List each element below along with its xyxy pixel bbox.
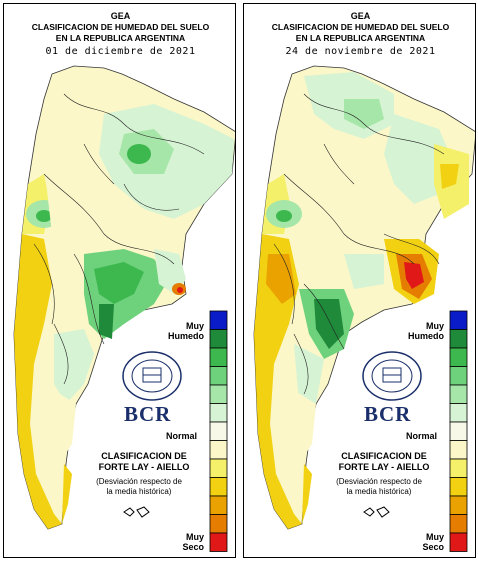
legend-color-box — [209, 384, 228, 404]
bcr-logo-text: BCR — [364, 402, 412, 426]
map-date: 01 de diciembre de 2021 — [45, 46, 196, 57]
legend-color-box — [209, 403, 228, 423]
legend-color-box — [449, 440, 468, 460]
legend-bottom-label: Muy Seco — [182, 532, 204, 552]
legend-color-box — [209, 440, 228, 460]
malvinas-islands-icon — [123, 506, 150, 518]
map-panel-november: GEA CLASIFICACION DE HUMEDAD DEL SUELO E… — [243, 3, 476, 558]
legend-color-box — [209, 366, 228, 386]
legend-color-box — [449, 421, 468, 441]
color-scale-legend — [449, 310, 468, 552]
legend-color-box — [449, 384, 468, 404]
legend-color-box — [449, 532, 468, 552]
legend-color-box — [449, 458, 468, 478]
legend-color-box — [209, 532, 228, 552]
title-line-2: EN LA REPUBLICA ARGENTINA — [55, 33, 186, 43]
title-line-2: EN LA REPUBLICA ARGENTINA — [295, 33, 426, 43]
bcr-seal-icon — [362, 351, 422, 401]
classification-title: CLASIFICACION DE FORTE LAY - AIELLO — [338, 451, 430, 472]
legend-color-box — [209, 514, 228, 534]
legend-normal-label: Normal — [166, 431, 198, 441]
soil-moisture-map — [253, 65, 475, 530]
legend-color-box — [449, 403, 468, 423]
soil-moisture-map — [13, 65, 235, 530]
legend-color-box — [449, 514, 468, 534]
legend-color-box — [449, 310, 468, 330]
classification-description: (Desviación respecto de la media históric… — [96, 477, 182, 496]
color-scale-legend — [209, 310, 228, 552]
legend-color-box — [209, 495, 228, 515]
malvinas-islands-icon — [363, 506, 390, 518]
contour-lines — [273, 93, 445, 395]
legend-normal-label: Normal — [406, 431, 438, 441]
legend-color-box — [209, 458, 228, 478]
legend-top-label: Muy Humedo — [408, 321, 444, 341]
legend-bottom-label: Muy Seco — [422, 532, 444, 552]
legend-color-box — [449, 366, 468, 386]
legend-color-box — [449, 495, 468, 515]
legend-color-box — [449, 347, 468, 367]
org-label: GEA — [110, 11, 131, 21]
title-line-1: CLASIFICACION DE HUMEDAD DEL SUELO — [31, 22, 210, 32]
legend-top-label: Muy Humedo — [168, 321, 204, 341]
legend-color-box — [209, 347, 228, 367]
classification-description: (Desviación respecto de la media históric… — [336, 477, 422, 496]
bcr-seal-icon — [122, 351, 182, 401]
legend-color-box — [209, 477, 228, 497]
legend-color-box — [449, 477, 468, 497]
legend-color-box — [449, 329, 468, 349]
classification-title: CLASIFICACION DE FORTE LAY - AIELLO — [98, 451, 190, 472]
legend-color-box — [209, 310, 228, 330]
map-date: 24 de noviembre de 2021 — [285, 46, 436, 57]
legend-color-box — [209, 421, 228, 441]
contour-lines — [33, 93, 205, 385]
map-panel-december: GEA CLASIFICACION DE HUMEDAD DEL SUELO E… — [3, 3, 236, 558]
org-label: GEA — [350, 11, 371, 21]
legend-color-box — [209, 329, 228, 349]
title-line-1: CLASIFICACION DE HUMEDAD DEL SUELO — [271, 22, 450, 32]
bcr-logo-text: BCR — [124, 402, 172, 426]
